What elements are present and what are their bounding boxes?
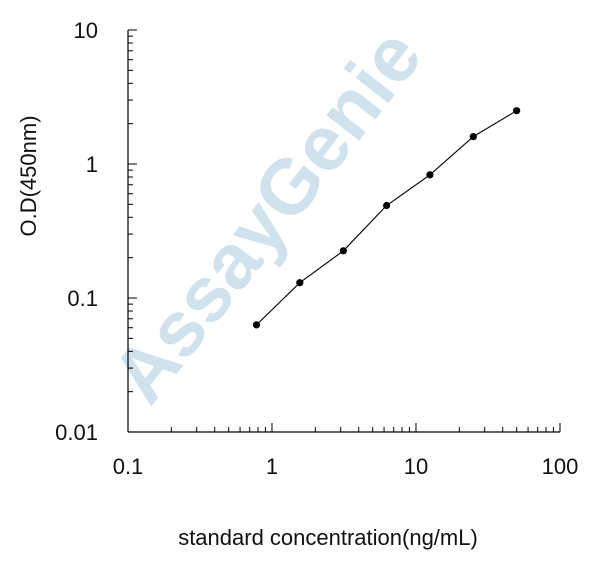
- y-tick-label: 0.01: [55, 420, 98, 445]
- watermark: AssayGenie: [94, 12, 438, 418]
- y-tick-label: 0.1: [67, 286, 98, 311]
- x-tick-label: 10: [404, 454, 428, 479]
- series-layer: [252, 107, 521, 329]
- x-tick-label: 1: [266, 454, 278, 479]
- data-point: [513, 107, 521, 115]
- y-tick-label: 1: [86, 152, 98, 177]
- x-tick-label: 100: [542, 454, 579, 479]
- x-axis-title: standard concentration(ng/mL): [178, 525, 478, 550]
- data-point: [252, 321, 261, 329]
- data-point: [296, 279, 304, 287]
- data-point: [469, 133, 477, 141]
- x-tick-label: 0.1: [113, 454, 144, 479]
- y-axis-title: O.D(450nm): [16, 115, 41, 236]
- axes: 0.1 1 10 100 10 1 0.1 0.01: [55, 18, 578, 479]
- data-point: [339, 247, 347, 255]
- data-point: [426, 171, 434, 179]
- data-point: [383, 201, 391, 210]
- y-tick-label: 10: [74, 18, 98, 43]
